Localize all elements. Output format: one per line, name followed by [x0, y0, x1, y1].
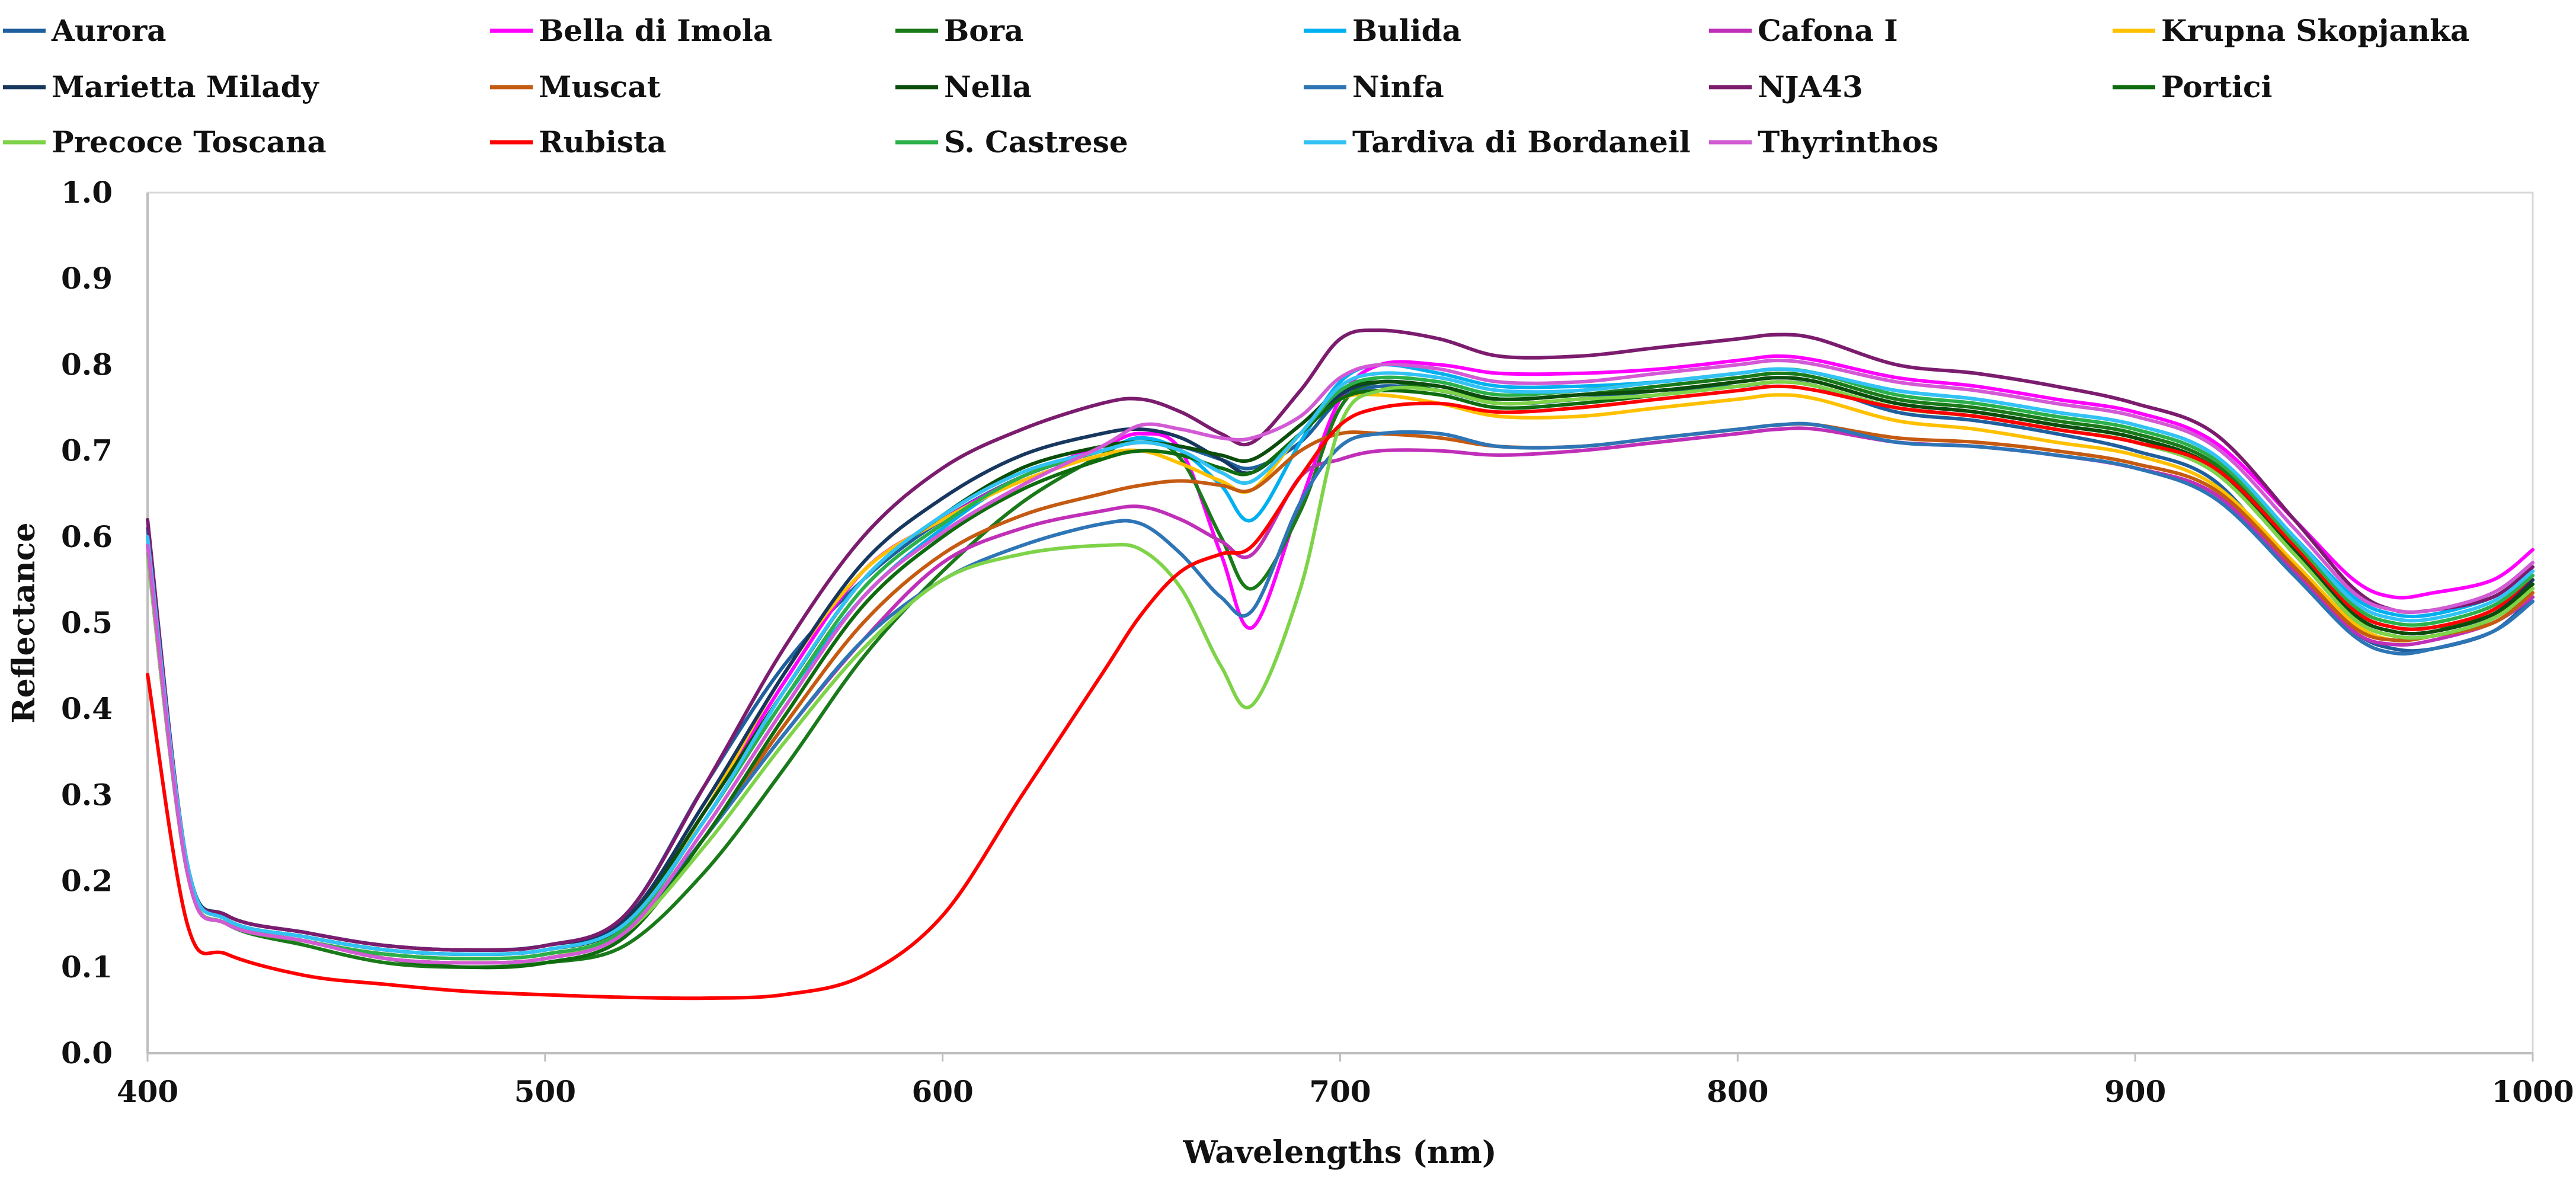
legend-item-portici: Portici [2113, 69, 2272, 104]
legend-item-s-castrese: S. Castrese [895, 124, 1128, 159]
legend-label: Muscat [539, 69, 661, 104]
x-axis-title: Wavelengths (nm) [1182, 1134, 1496, 1171]
legend-label: S. Castrese [944, 124, 1128, 159]
legend-label: Thyrinthos [1758, 124, 1938, 159]
y-tick-label: 0.5 [61, 605, 113, 640]
legend-item-precoce-toscana: Precoce Toscana [3, 124, 327, 159]
series-line-ninfa [146, 421, 2535, 965]
x-tick-label: 700 [1309, 1074, 1371, 1109]
y-tick-label: 0.9 [61, 261, 113, 296]
legend-item-nja43: NJA43 [1709, 69, 1863, 104]
legend-item-ninfa: Ninfa [1304, 69, 1444, 104]
legend-item-marietta-milady: Marietta Milady [3, 69, 320, 104]
series-line-precoce-toscana [146, 380, 2535, 965]
y-tick-label: 0.6 [61, 519, 113, 554]
legend-item-rubista: Rubista [490, 124, 667, 159]
series-line-tardiva-di-bordaneil [146, 367, 2535, 957]
legend-label: Ninfa [1352, 69, 1444, 104]
x-tick-label: 500 [514, 1074, 576, 1109]
series-line-portici [146, 380, 2535, 970]
legend-label: Portici [2161, 69, 2272, 104]
legend-label: Rubista [539, 124, 667, 159]
y-tick-label: 0.4 [61, 691, 113, 726]
y-tick-label: 0.2 [61, 864, 113, 899]
series-line-marietta-milady [146, 376, 2535, 952]
legend-label: Precoce Toscana [52, 124, 327, 159]
legend-item-tardiva-di-bordaneil: Tardiva di Bordaneil [1304, 124, 1691, 159]
series-line-thyrinthos [146, 359, 2535, 965]
legend-item-aurora: Aurora [3, 13, 167, 48]
legend-label: Marietta Milady [52, 69, 320, 104]
legend-label: Krupna Skopjanka [2161, 13, 2469, 48]
plot-area-frame [146, 191, 2534, 1054]
legend-item-bora: Bora [895, 13, 1023, 48]
y-tick-label: 1.0 [61, 175, 113, 210]
legend-label: NJA43 [1758, 69, 1863, 104]
legend-item-thyrinthos: Thyrinthos [1709, 124, 1938, 159]
legend-item-bulida: Bulida [1304, 13, 1461, 48]
series-line-nella [146, 376, 2535, 957]
y-tick-label: 0.7 [61, 433, 113, 468]
x-tick-label: 800 [1707, 1074, 1768, 1109]
series-line-cafona-i [146, 426, 2535, 965]
legend-label: Bella di Imola [539, 13, 772, 48]
y-axis-ticks: 0.0 0.1 0.2 0.3 0.4 0.5 0.6 0.7 0.8 0.9 1.0 [61, 175, 113, 1070]
legend-label: Aurora [51, 13, 167, 48]
y-tick-label: 0.8 [61, 347, 113, 382]
x-tick-label: 1000 [2491, 1074, 2574, 1109]
y-tick-label: 0.1 [61, 950, 113, 984]
x-tick-label: 600 [911, 1074, 973, 1109]
x-tick-label: 900 [2104, 1074, 2166, 1109]
series-line-s-castrese [146, 367, 2535, 961]
legend-label: Bora [944, 13, 1023, 48]
legend: Aurora Bella di Imola Bora Bulida Cafona I Kr… [3, 13, 2469, 159]
series-lines [146, 328, 2535, 1000]
legend-item-muscat: Muscat [490, 69, 661, 104]
legend-item-bella-di-imola: Bella di Imola [490, 13, 772, 48]
legend-label: Bulida [1352, 13, 1461, 48]
x-tick-label: 400 [117, 1074, 178, 1109]
y-axis-title: Reflectance [6, 522, 42, 723]
legend-label: Tardiva di Bordaneil [1352, 124, 1691, 159]
series-line-rubista [146, 384, 2535, 1000]
legend-label: Cafona I [1758, 13, 1898, 48]
legend-item-krupna-skopjanka: Krupna Skopjanka [2113, 13, 2469, 48]
series-line-muscat [146, 422, 2535, 965]
y-tick-label: 0.0 [61, 1035, 113, 1070]
legend-label: Nella [944, 69, 1032, 104]
x-axis-ticks: 400 500 600 700 800 900 1000 [117, 1053, 2574, 1109]
y-tick-label: 0.3 [61, 777, 113, 812]
legend-item-nella: Nella [895, 69, 1032, 104]
series-line-nja43 [146, 328, 2535, 952]
legend-item-cafona-i: Cafona I [1709, 13, 1898, 48]
